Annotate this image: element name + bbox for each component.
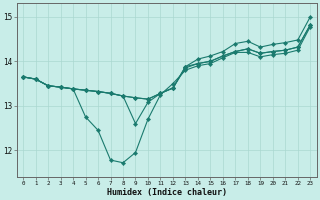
X-axis label: Humidex (Indice chaleur): Humidex (Indice chaleur) — [107, 188, 227, 197]
